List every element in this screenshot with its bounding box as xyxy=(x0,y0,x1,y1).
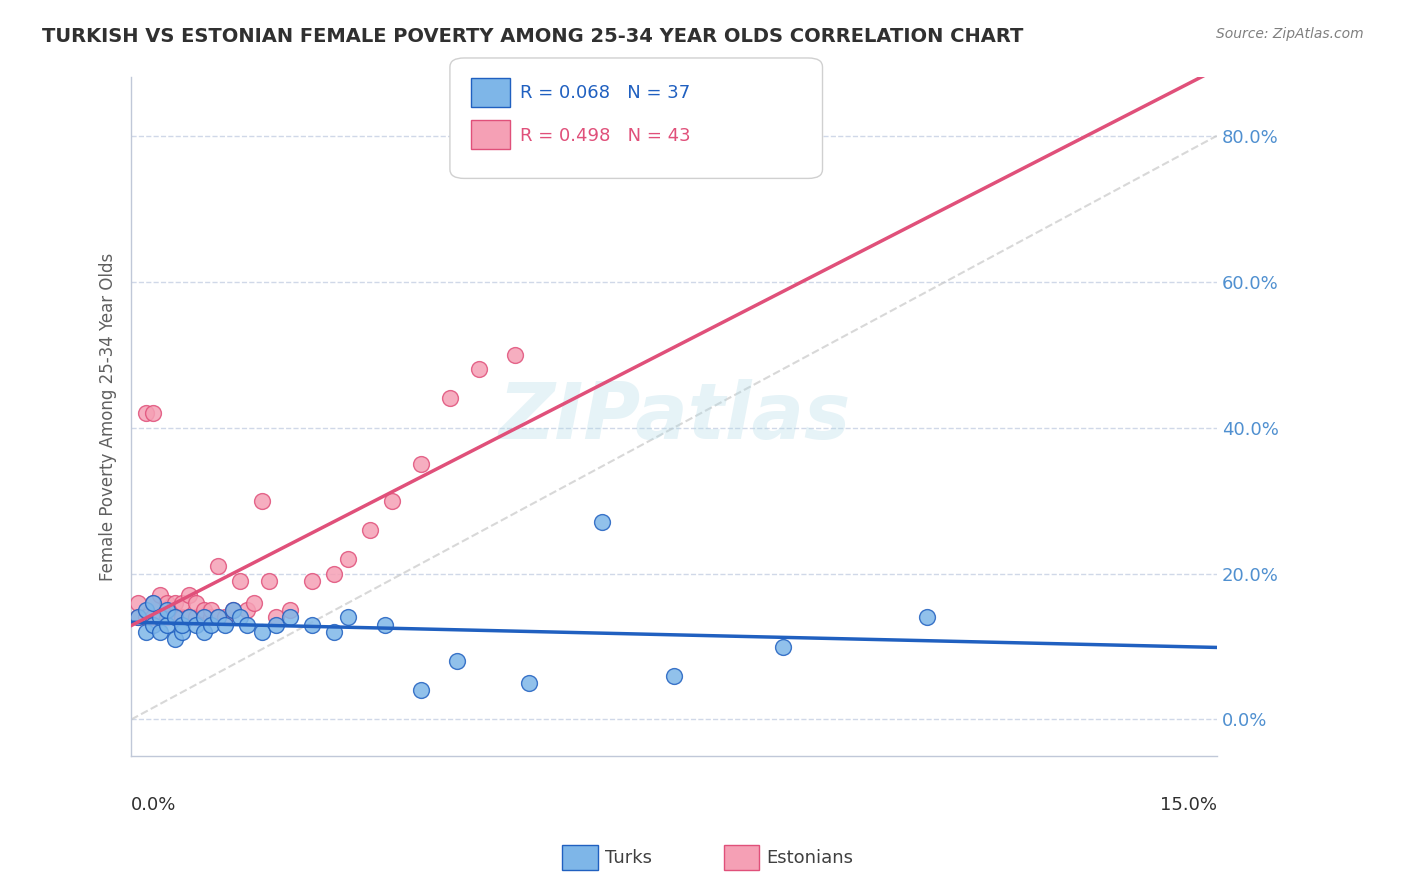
Point xyxy=(156,610,179,624)
Text: 0.0%: 0.0% xyxy=(131,796,177,814)
Point xyxy=(193,624,215,639)
Point xyxy=(373,617,395,632)
Point xyxy=(163,610,186,624)
Point xyxy=(229,610,252,624)
Point xyxy=(503,348,526,362)
Point xyxy=(135,406,157,420)
Point xyxy=(207,610,229,624)
Point xyxy=(149,610,172,624)
Text: R = 0.068   N = 37: R = 0.068 N = 37 xyxy=(520,84,690,102)
Text: R = 0.498   N = 43: R = 0.498 N = 43 xyxy=(520,127,690,145)
Point xyxy=(186,617,208,632)
Point xyxy=(409,457,432,471)
Point xyxy=(200,617,222,632)
Point xyxy=(236,603,259,617)
Point xyxy=(409,683,432,698)
Point xyxy=(179,610,201,624)
Point xyxy=(142,596,165,610)
Point xyxy=(193,610,215,624)
Point xyxy=(917,610,939,624)
Point xyxy=(250,493,273,508)
Text: ZIPatlas: ZIPatlas xyxy=(498,379,851,455)
Point xyxy=(149,589,172,603)
Point xyxy=(221,603,243,617)
Point xyxy=(250,624,273,639)
Point xyxy=(170,624,193,639)
Text: 15.0%: 15.0% xyxy=(1160,796,1216,814)
Point xyxy=(257,574,280,588)
Point xyxy=(322,566,344,581)
Point xyxy=(186,610,208,624)
Point xyxy=(439,392,461,406)
Point xyxy=(207,559,229,574)
Point xyxy=(236,617,259,632)
Point xyxy=(163,596,186,610)
Point xyxy=(193,610,215,624)
Point xyxy=(149,610,172,624)
Point xyxy=(322,624,344,639)
Point xyxy=(243,596,266,610)
Point xyxy=(142,406,165,420)
Point xyxy=(135,603,157,617)
Point xyxy=(127,610,149,624)
Point xyxy=(149,624,172,639)
Point xyxy=(135,624,157,639)
Point xyxy=(359,523,381,537)
Point xyxy=(170,610,193,624)
Text: TURKISH VS ESTONIAN FEMALE POVERTY AMONG 25-34 YEAR OLDS CORRELATION CHART: TURKISH VS ESTONIAN FEMALE POVERTY AMONG… xyxy=(42,27,1024,45)
Point xyxy=(186,596,208,610)
Point xyxy=(467,362,489,376)
Point xyxy=(772,640,794,654)
Point xyxy=(517,676,540,690)
Point xyxy=(179,610,201,624)
Point xyxy=(179,589,201,603)
Point xyxy=(200,603,222,617)
Text: Turks: Turks xyxy=(605,849,651,867)
Point xyxy=(221,603,243,617)
Point xyxy=(200,610,222,624)
Point xyxy=(301,574,323,588)
Point xyxy=(135,610,157,624)
Point xyxy=(127,610,149,624)
Point xyxy=(381,493,404,508)
Point xyxy=(163,610,186,624)
Point xyxy=(591,516,613,530)
Point xyxy=(193,603,215,617)
Point xyxy=(264,610,287,624)
Point xyxy=(142,596,165,610)
Point xyxy=(207,610,229,624)
Point xyxy=(337,552,360,566)
Point xyxy=(280,610,302,624)
Point xyxy=(127,596,149,610)
Point xyxy=(170,617,193,632)
Point xyxy=(264,617,287,632)
Point xyxy=(156,603,179,617)
Point xyxy=(662,668,685,682)
Point xyxy=(301,617,323,632)
Point xyxy=(229,574,252,588)
Point xyxy=(280,603,302,617)
Point xyxy=(337,610,360,624)
Point xyxy=(214,617,236,632)
Point xyxy=(156,596,179,610)
Point xyxy=(142,610,165,624)
Point xyxy=(214,610,236,624)
Point xyxy=(156,617,179,632)
Text: Estonians: Estonians xyxy=(766,849,853,867)
Point xyxy=(446,654,468,668)
Point xyxy=(142,617,165,632)
Point xyxy=(170,596,193,610)
Point xyxy=(163,632,186,647)
Y-axis label: Female Poverty Among 25-34 Year Olds: Female Poverty Among 25-34 Year Olds xyxy=(100,252,117,581)
Text: Source: ZipAtlas.com: Source: ZipAtlas.com xyxy=(1216,27,1364,41)
